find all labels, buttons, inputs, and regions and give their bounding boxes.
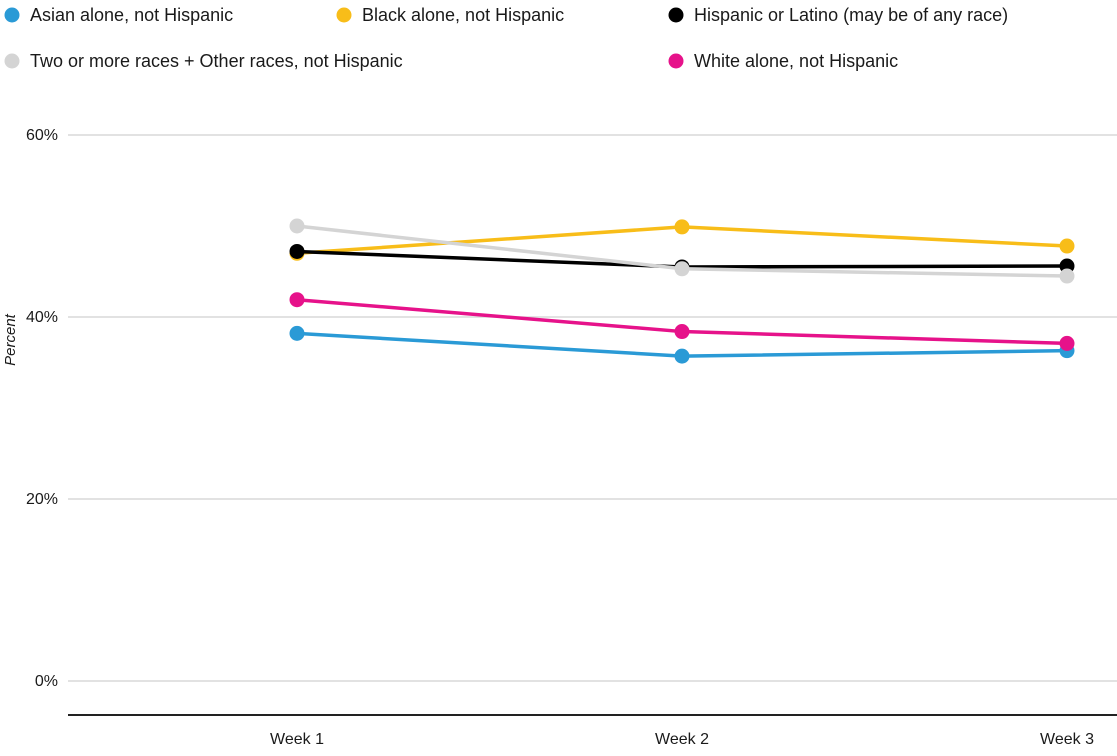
x-tick-label: Week 3 [1040, 731, 1094, 748]
y-tick-label: 20% [26, 491, 58, 508]
legend-label: Asian alone, not Hispanic [30, 5, 233, 25]
series-lines [289, 218, 1075, 364]
data-point [1059, 268, 1075, 284]
legend-swatch [336, 7, 352, 23]
y-axis-title: Percent [2, 313, 19, 366]
x-tick-label: Week 1 [270, 731, 324, 748]
legend-label: White alone, not Hispanic [694, 51, 898, 71]
legend-label: Two or more races + Other races, not His… [30, 51, 403, 71]
legend-swatch [668, 7, 684, 23]
data-point [1059, 238, 1075, 254]
x-tick-label: Week 2 [655, 731, 709, 748]
data-point [1059, 335, 1075, 351]
data-point [674, 219, 690, 235]
legend-item: Asian alone, not Hispanic [4, 5, 233, 25]
legend-swatch [4, 53, 20, 69]
legend-label: Hispanic or Latino (may be of any race) [694, 5, 1008, 25]
legend-item: Two or more races + Other races, not His… [4, 51, 403, 71]
y-tick-label: 60% [26, 127, 58, 144]
legend-label: Black alone, not Hispanic [362, 5, 564, 25]
legend: Asian alone, not Hispanic Black alone, no… [4, 5, 1008, 71]
y-tick-label: 0% [35, 673, 58, 690]
gridlines [68, 134, 1117, 682]
legend-swatch [4, 7, 20, 23]
legend-item: Black alone, not Hispanic [336, 5, 564, 25]
data-point [674, 324, 690, 340]
series-group [289, 218, 1075, 284]
data-point [289, 292, 305, 308]
y-tick-label: 40% [26, 309, 58, 326]
legend-item: White alone, not Hispanic [668, 51, 898, 71]
data-point [674, 348, 690, 364]
data-point [289, 218, 305, 234]
data-point [674, 261, 690, 277]
data-point [289, 325, 305, 341]
data-point [289, 243, 305, 259]
x-axis-ticks: Week 1 Week 2 Week 3 [270, 731, 1094, 748]
y-axis-ticks: 0% 20% 40% 60% [26, 127, 58, 690]
legend-item: Hispanic or Latino (may be of any race) [668, 5, 1008, 25]
legend-swatch [668, 53, 684, 69]
series-group [289, 292, 1075, 351]
